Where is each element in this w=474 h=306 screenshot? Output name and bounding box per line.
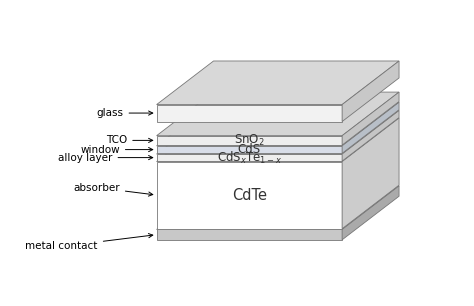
Text: CdS: CdS (238, 143, 261, 156)
Polygon shape (156, 61, 399, 105)
Text: window: window (80, 144, 153, 155)
Polygon shape (342, 118, 399, 229)
Polygon shape (156, 118, 399, 162)
Text: CdTe: CdTe (232, 188, 267, 203)
Polygon shape (156, 102, 399, 146)
Text: metal contact: metal contact (26, 233, 153, 252)
Polygon shape (156, 110, 399, 154)
Polygon shape (342, 92, 399, 145)
Polygon shape (156, 146, 342, 153)
Text: TCO: TCO (106, 135, 153, 145)
Polygon shape (156, 92, 399, 136)
Text: CdS$_x$Te$_{1-x}$: CdS$_x$Te$_{1-x}$ (217, 150, 282, 166)
Polygon shape (156, 136, 342, 145)
Polygon shape (156, 154, 342, 161)
Polygon shape (342, 102, 399, 153)
Polygon shape (156, 230, 342, 240)
Text: glass: glass (97, 108, 153, 118)
Polygon shape (342, 110, 399, 161)
Text: SnO$_2$: SnO$_2$ (234, 133, 264, 148)
Polygon shape (156, 105, 342, 121)
Polygon shape (156, 186, 399, 230)
Polygon shape (342, 61, 399, 121)
Text: absorber: absorber (73, 182, 153, 196)
Text: alloy layer: alloy layer (58, 153, 153, 162)
Polygon shape (156, 162, 342, 229)
Polygon shape (342, 186, 399, 240)
